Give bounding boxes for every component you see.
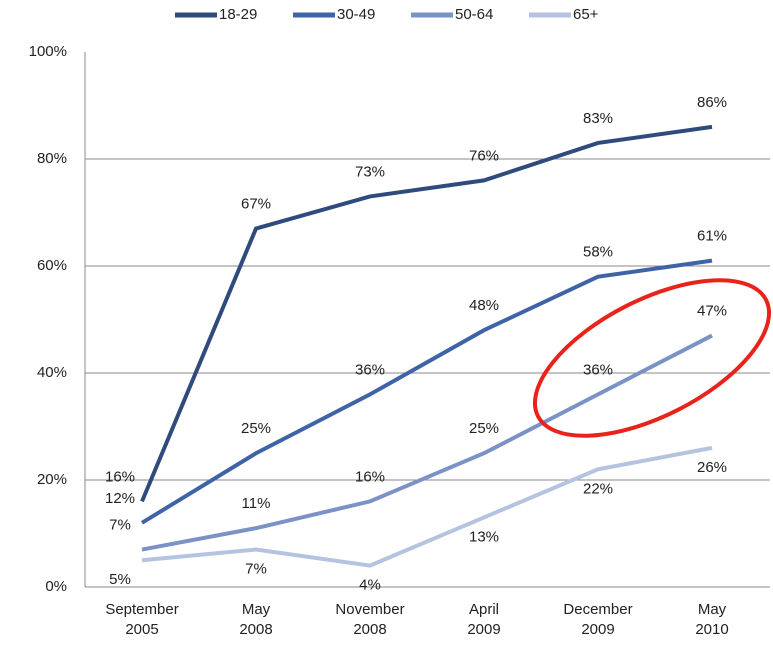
data-label: 73% <box>355 163 385 180</box>
data-label: 86% <box>697 94 727 111</box>
data-label: 61% <box>697 228 727 245</box>
y-tick-label: 60% <box>37 257 67 274</box>
x-tick-label: December 2009 <box>563 601 632 638</box>
data-label: 13% <box>469 528 499 545</box>
y-tick-label: 100% <box>29 43 67 60</box>
data-label: 48% <box>469 297 499 314</box>
data-label: 12% <box>105 490 135 507</box>
y-tick-label: 80% <box>37 150 67 167</box>
data-label: 7% <box>109 517 131 534</box>
series-line <box>140 258 713 525</box>
plot: 0% 20% 40% 60% 80% 100% September 2005 May 2008 No… <box>29 43 770 638</box>
series-line <box>141 333 713 552</box>
data-label: 5% <box>109 571 131 588</box>
x-tick-label: May 2008 <box>239 601 272 638</box>
x-tick-label: September 2005 <box>105 601 178 638</box>
data-label: 25% <box>469 420 499 437</box>
data-label: 47% <box>697 303 727 320</box>
data-label: 7% <box>245 561 267 578</box>
data-label: 4% <box>359 577 381 594</box>
data-label: 16% <box>105 468 135 485</box>
data-label: 36% <box>355 361 385 378</box>
data-label: 67% <box>241 196 271 213</box>
legend-label: 30-49 <box>337 6 375 23</box>
data-label: 76% <box>469 147 499 164</box>
data-label: 58% <box>583 244 613 261</box>
x-tick-label: November 2008 <box>335 601 404 638</box>
legend-label: 65+ <box>573 6 599 23</box>
data-label: 26% <box>697 459 727 476</box>
y-tick-label: 0% <box>45 578 67 595</box>
y-tick-label: 20% <box>37 471 67 488</box>
legend-label: 18-29 <box>219 6 257 23</box>
data-label: 36% <box>583 361 613 378</box>
data-label: 11% <box>242 495 271 512</box>
data-label: 25% <box>241 420 271 437</box>
x-tick-label: May 2010 <box>695 601 728 638</box>
x-tick-label: April 2009 <box>467 601 500 638</box>
series-line <box>141 445 713 568</box>
data-label: 22% <box>583 480 613 497</box>
y-tick-label: 40% <box>37 364 67 381</box>
highlight-ellipse <box>532 278 772 438</box>
data-label: 16% <box>355 468 385 485</box>
series-line <box>140 124 713 503</box>
legend-label: 50-64 <box>455 6 493 23</box>
data-label: 83% <box>583 110 613 127</box>
